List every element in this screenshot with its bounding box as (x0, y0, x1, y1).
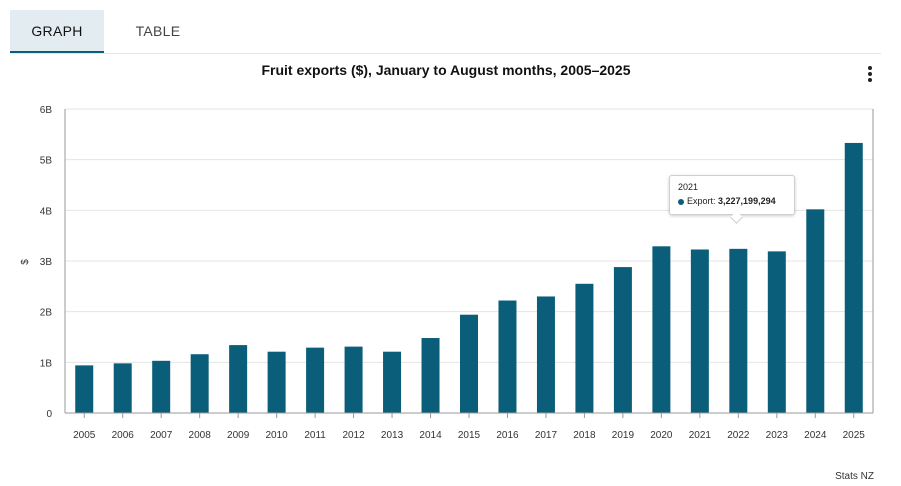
bar-2013[interactable] (383, 351, 402, 413)
bar-2006[interactable] (113, 363, 132, 413)
x-tick-label: 2020 (650, 430, 673, 441)
x-tick-label: 2014 (419, 430, 442, 441)
x-axis-ticks: 2005 2006 2007 2008 2009 2010 2011 2012 2013 2014… (73, 413, 865, 441)
x-tick-label: 2018 (573, 430, 596, 441)
tooltip-year: 2021 (678, 182, 699, 192)
menu-dot-icon (868, 66, 872, 70)
x-tick-label: 2012 (342, 430, 365, 441)
bar-2009[interactable] (229, 345, 248, 413)
tab-graph[interactable]: GRAPH (10, 10, 104, 53)
y-axis-label: $ (20, 259, 31, 265)
y-tick-label: 1B (40, 358, 53, 369)
x-tick-label: 2010 (265, 430, 288, 441)
bar-2020[interactable] (652, 246, 671, 413)
x-tick-label: 2022 (727, 430, 750, 441)
x-tick-label: 2025 (843, 430, 866, 441)
bar-tooltip: 2021 Export: 3,227,199,294 (669, 175, 795, 224)
x-tick-label: 2005 (73, 430, 96, 441)
bar-2025[interactable] (844, 142, 863, 414)
chart-title: Fruit exports ($), January to August mon… (261, 62, 631, 78)
bar-2015[interactable] (460, 314, 478, 413)
x-tick-label: 2011 (304, 430, 326, 441)
y-tick-label: 2B (40, 308, 53, 319)
x-tick-label: 2015 (458, 430, 481, 441)
x-tick-label: 2017 (535, 430, 558, 441)
bar-2010[interactable] (267, 351, 286, 413)
bar-2021[interactable] (690, 249, 709, 413)
view-tabs: GRAPH TABLE (10, 10, 881, 54)
bar-2024[interactable] (806, 209, 825, 413)
bar-2014[interactable] (421, 338, 440, 413)
tooltip-value: 3,227,199,294 (718, 196, 776, 206)
chart-menu-button[interactable] (860, 64, 880, 84)
bar-2017[interactable] (536, 296, 555, 413)
bar-2005[interactable] (75, 365, 94, 413)
y-tick-label: 3B (40, 257, 53, 268)
tab-table[interactable]: TABLE (135, 23, 181, 39)
bar-2019[interactable] (613, 267, 632, 413)
y-tick-label: 6B (40, 105, 53, 116)
x-tick-label: 2008 (189, 430, 212, 441)
x-tick-label: 2006 (112, 430, 135, 441)
bar-2016[interactable] (498, 300, 517, 413)
x-tick-label: 2019 (612, 430, 635, 441)
x-tick-label: 2023 (766, 430, 789, 441)
x-tick-label: 2009 (227, 430, 250, 441)
x-tick-label: 2016 (496, 430, 519, 441)
x-tick-label: 2024 (804, 430, 827, 441)
x-tick-label: 2013 (381, 430, 404, 441)
menu-dot-icon (868, 72, 872, 76)
series-dot-icon (678, 198, 684, 205)
tooltip-row: Export: 3,227,199,294 (678, 196, 776, 206)
tooltip-series-label: Export: (687, 196, 716, 206)
menu-dot-icon (868, 78, 872, 82)
bar-2007[interactable] (152, 360, 171, 413)
bar-2011[interactable] (306, 347, 325, 413)
x-tick-label: 2021 (689, 430, 712, 441)
source-credit: Stats NZ (835, 471, 874, 482)
y-tick-label: 0 (46, 409, 52, 420)
bars (75, 142, 863, 414)
bar-2012[interactable] (344, 346, 363, 413)
bar-2022[interactable] (729, 248, 748, 413)
y-tick-label: 5B (40, 156, 53, 167)
x-tick-label: 2007 (150, 430, 173, 441)
bar-2008[interactable] (190, 354, 209, 413)
y-tick-label: 4B (40, 206, 53, 217)
bar-2023[interactable] (767, 251, 786, 413)
y-axis-ticks: 0 1B 2B 3B 4B 5B 6B (40, 105, 53, 420)
bar-2018[interactable] (575, 283, 594, 413)
